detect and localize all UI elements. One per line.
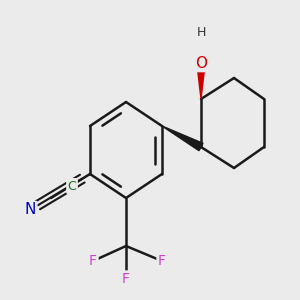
Text: H: H bbox=[196, 26, 206, 40]
Text: C: C bbox=[68, 179, 76, 193]
Text: O: O bbox=[195, 56, 207, 70]
Text: F: F bbox=[89, 254, 97, 268]
Text: N: N bbox=[24, 202, 36, 217]
Polygon shape bbox=[162, 126, 203, 151]
Text: F: F bbox=[122, 272, 130, 286]
Polygon shape bbox=[197, 63, 205, 99]
Text: F: F bbox=[158, 254, 166, 268]
